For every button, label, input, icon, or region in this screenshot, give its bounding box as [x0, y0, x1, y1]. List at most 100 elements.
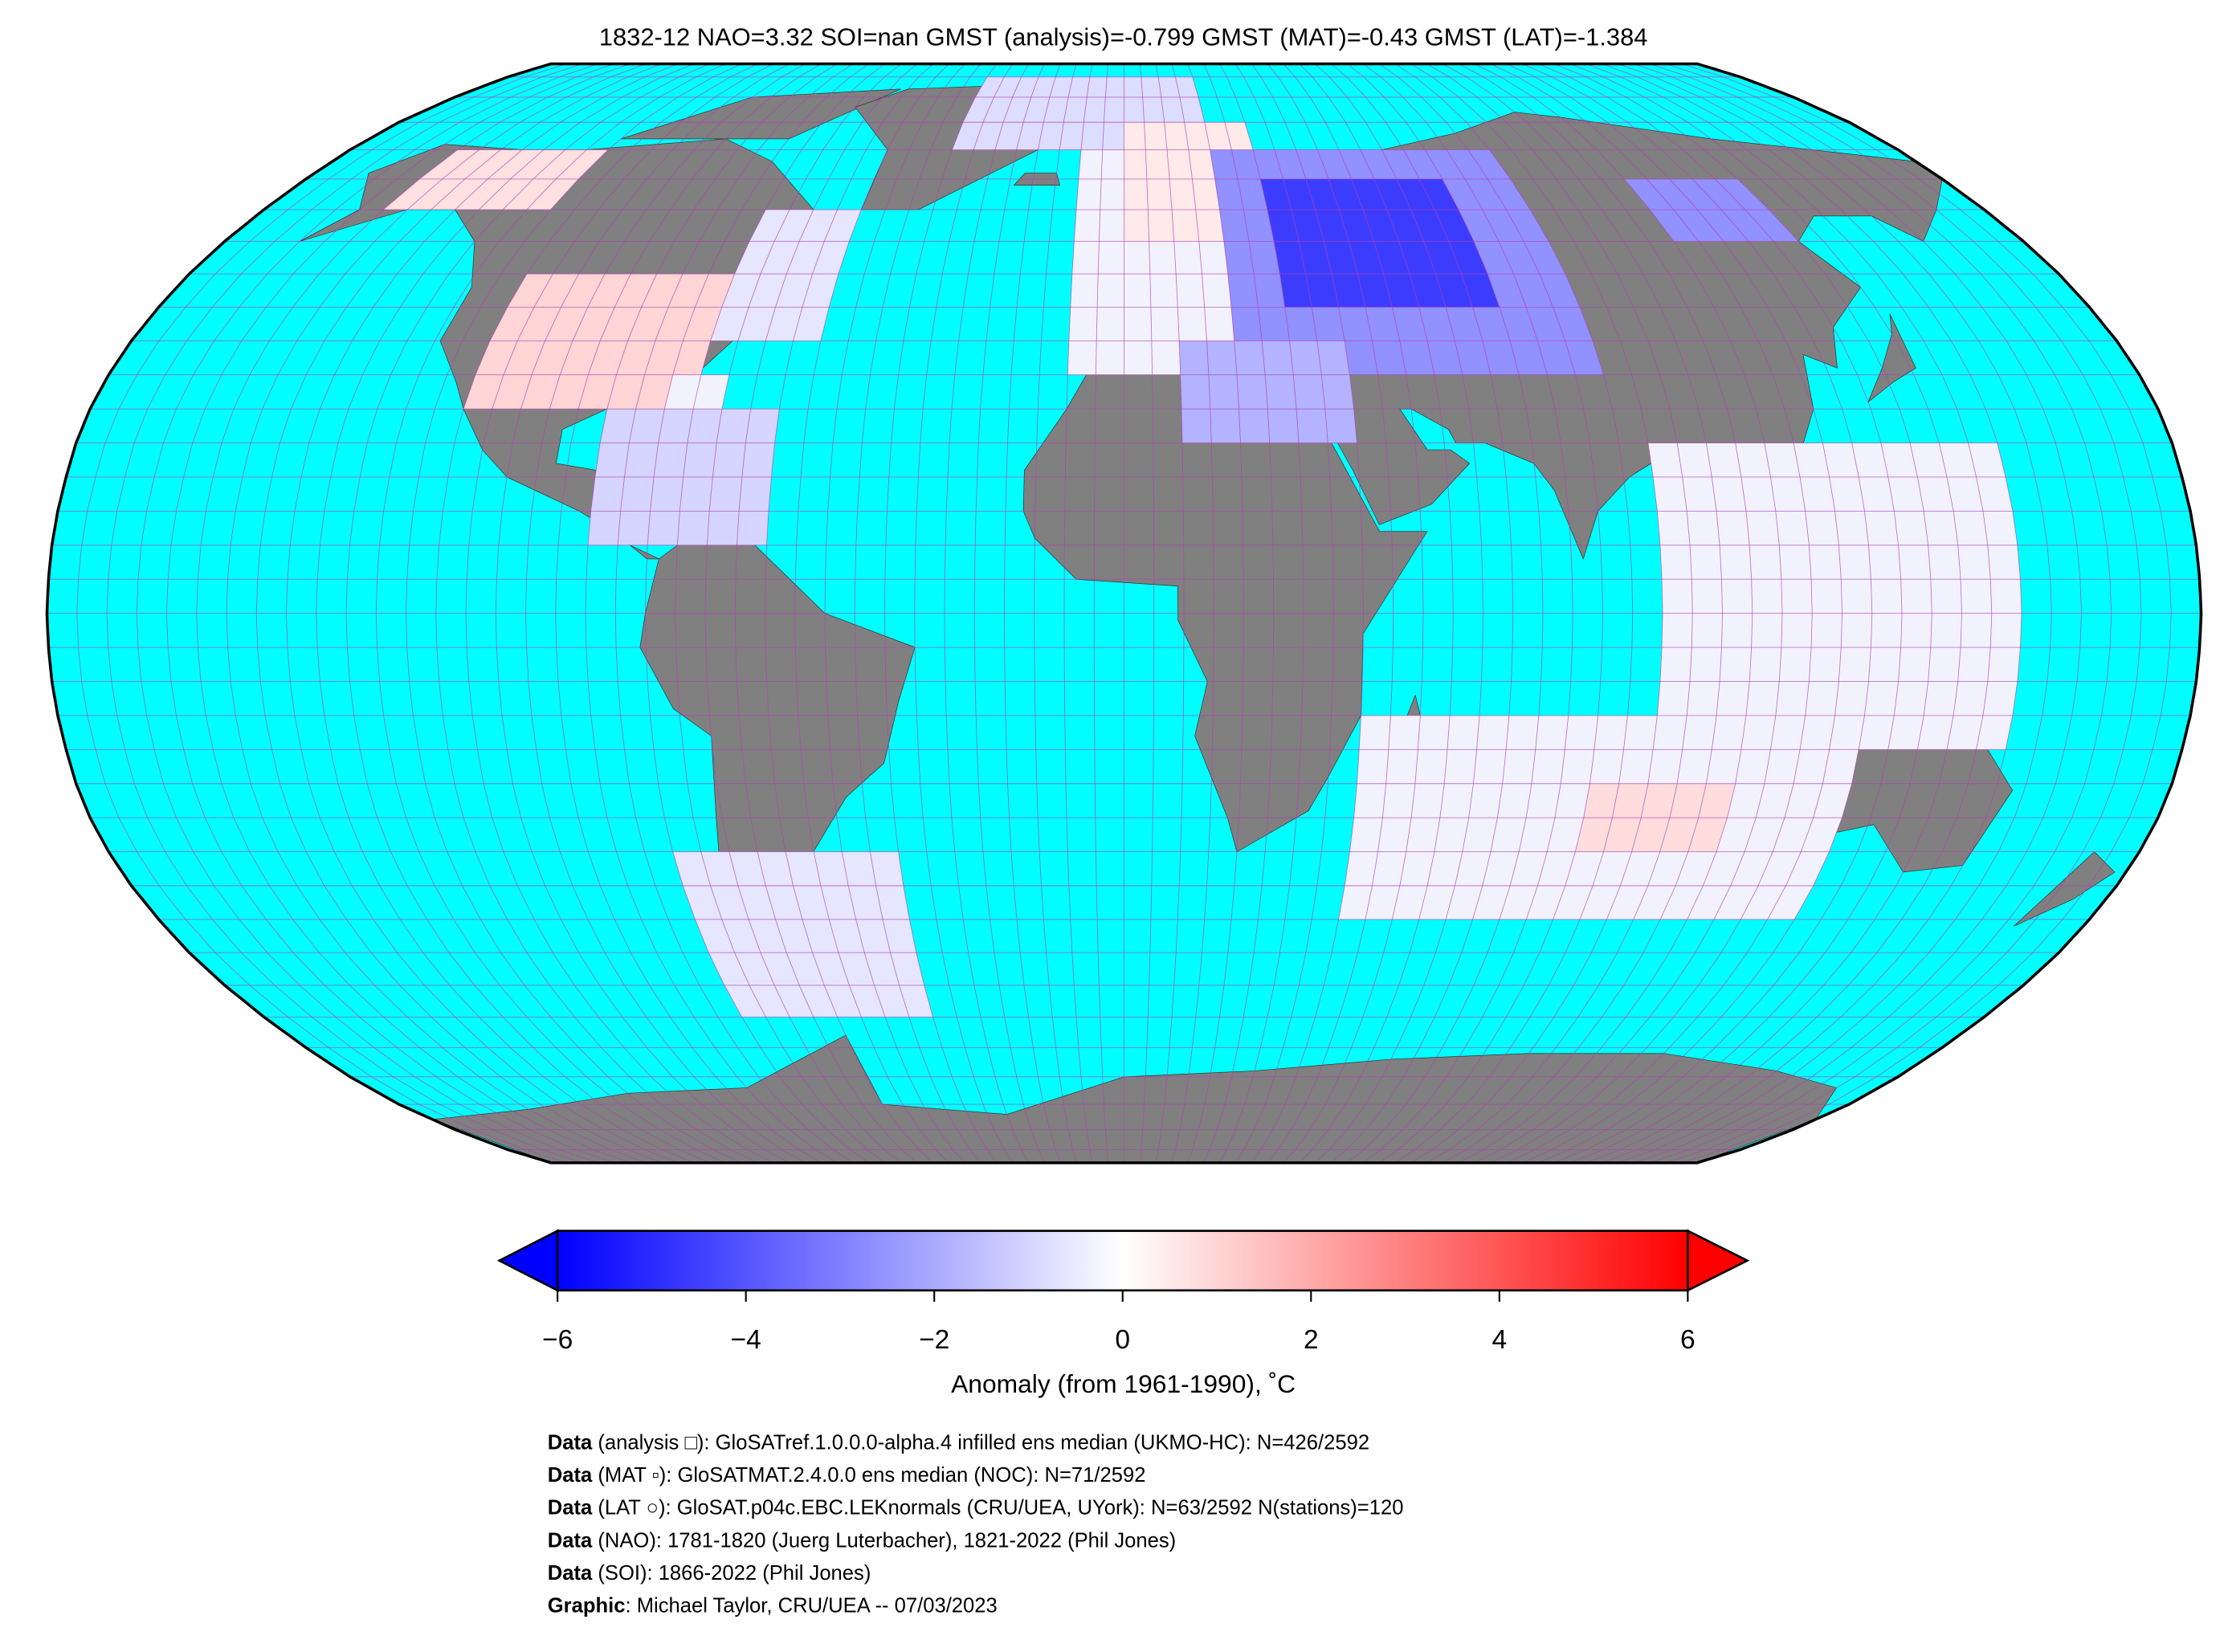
colorbar-tick-label: −6	[542, 1325, 573, 1355]
anomaly-cell	[1779, 647, 1812, 682]
colorbar-tick-label: 0	[1115, 1325, 1130, 1355]
colorbar-extend-high	[1687, 1229, 1750, 1292]
anomaly-cell	[855, 919, 891, 953]
anomaly-cell	[1930, 613, 1962, 648]
anomaly-cell	[1324, 241, 1358, 275]
anomaly-cell	[1953, 511, 1988, 545]
anomaly-cell	[1124, 341, 1153, 375]
anomaly-cell	[1887, 715, 1924, 750]
anomaly-cell	[741, 443, 775, 477]
map-outline	[45, 62, 2203, 1165]
anomaly-cell	[1957, 647, 1991, 682]
anomaly-cell	[1657, 511, 1691, 545]
anomaly-cell	[793, 307, 830, 341]
anomaly-cell	[1305, 274, 1339, 308]
anomaly-cell	[737, 511, 769, 545]
anomaly-cell	[1049, 76, 1073, 97]
anomaly-cell	[1822, 443, 1859, 477]
anomaly-cell	[1565, 715, 1598, 750]
anomaly-cell	[1781, 613, 1813, 648]
anomaly-cell	[618, 511, 651, 545]
anomaly-cell	[1070, 274, 1099, 308]
anomaly-cell	[695, 919, 735, 953]
anomaly-cell	[1382, 783, 1415, 818]
anomaly-cell	[1482, 851, 1520, 886]
anomaly-cell	[734, 241, 775, 275]
anomaly-cell	[507, 274, 553, 308]
anomaly-cell	[1406, 818, 1440, 852]
anomaly-cell	[1435, 274, 1473, 308]
anomaly-cell	[545, 307, 588, 341]
anomaly-cell	[1418, 307, 1455, 341]
anomaly-cell	[1800, 715, 1835, 750]
anomaly-cell	[1180, 374, 1210, 410]
anomaly-cell	[1097, 274, 1124, 308]
anomaly-cell	[1283, 179, 1316, 210]
anomaly-cell	[1444, 749, 1477, 784]
anomaly-cell	[1930, 579, 1962, 614]
anomaly-cell	[526, 179, 579, 210]
anomaly-cell	[1822, 749, 1859, 784]
anomaly-cell	[1946, 476, 1983, 512]
anomaly-cell	[1631, 818, 1670, 852]
anomaly-cell	[728, 851, 766, 886]
anomaly-cell	[1735, 749, 1771, 784]
anomaly-cell	[737, 885, 776, 920]
anomaly-cell	[1012, 76, 1039, 97]
credit-line: Graphic: Michael Taylor, CRU/UEA -- 07/0…	[548, 1595, 998, 1617]
anomaly-cell	[1219, 209, 1250, 242]
anomaly-cell	[1535, 715, 1569, 750]
anomaly-cell	[1231, 149, 1261, 180]
anomaly-cell	[1669, 179, 1722, 210]
anomaly-cell	[1473, 749, 1507, 784]
anomaly-cell	[975, 76, 1005, 97]
anomaly-cell	[1081, 122, 1104, 150]
anomaly-cell	[479, 179, 533, 210]
anomaly-cell	[1299, 241, 1332, 275]
anomaly-cell	[1499, 307, 1538, 341]
anomaly-cell	[1669, 783, 1707, 818]
anomaly-cell	[1793, 749, 1830, 784]
anomaly-cell	[1565, 851, 1604, 886]
anomaly-cell	[1455, 341, 1491, 375]
anomaly-cell	[1237, 179, 1268, 210]
anomaly-cell	[1151, 341, 1181, 375]
anomaly-cell	[1647, 851, 1688, 886]
anomaly-cell	[520, 374, 561, 410]
anomaly-cell	[700, 851, 738, 886]
credit-line: Data (NAO): 1781-1820 (Juerg Luterbacher…	[548, 1529, 1176, 1552]
anomaly-cell	[1243, 209, 1275, 242]
anomaly-cell	[533, 274, 579, 308]
anomaly-cell	[1751, 579, 1782, 614]
anomaly-cell	[1353, 783, 1386, 818]
anomaly-cell	[1339, 209, 1374, 242]
anomaly-cell	[1224, 122, 1254, 150]
anomaly-cell	[1589, 749, 1624, 784]
anomaly-cell	[616, 341, 655, 375]
anomaly-cell	[1074, 209, 1100, 242]
anomaly-cell	[1793, 443, 1830, 477]
anomaly-cell	[1502, 749, 1536, 784]
anomaly-cell	[1537, 341, 1576, 375]
anomaly-cell	[1227, 274, 1259, 308]
anomaly-cell	[1715, 179, 1769, 210]
credits: Data (analysis □): GloSATref.1.0.0.0-alp…	[548, 1432, 1404, 1617]
anomaly-cell	[1497, 783, 1532, 818]
anomaly-cell	[1357, 274, 1393, 308]
anomaly-cell	[627, 307, 669, 341]
anomaly-cell	[1184, 122, 1210, 150]
anomaly-cell	[1419, 179, 1459, 210]
anomaly-cell	[1418, 715, 1451, 750]
anomaly-cell	[765, 885, 802, 920]
anomaly-cell	[1150, 307, 1180, 341]
anomaly-cell	[687, 409, 722, 443]
anomaly-cell	[1102, 122, 1124, 150]
anomaly-cell	[1526, 307, 1565, 341]
anomaly-cell	[1249, 241, 1280, 275]
anomaly-cell	[600, 307, 642, 341]
anomaly-cell	[1003, 96, 1031, 123]
anomaly-cell	[1338, 885, 1373, 920]
anomaly-cell	[1770, 715, 1806, 750]
anomaly-cell	[1691, 579, 1723, 614]
